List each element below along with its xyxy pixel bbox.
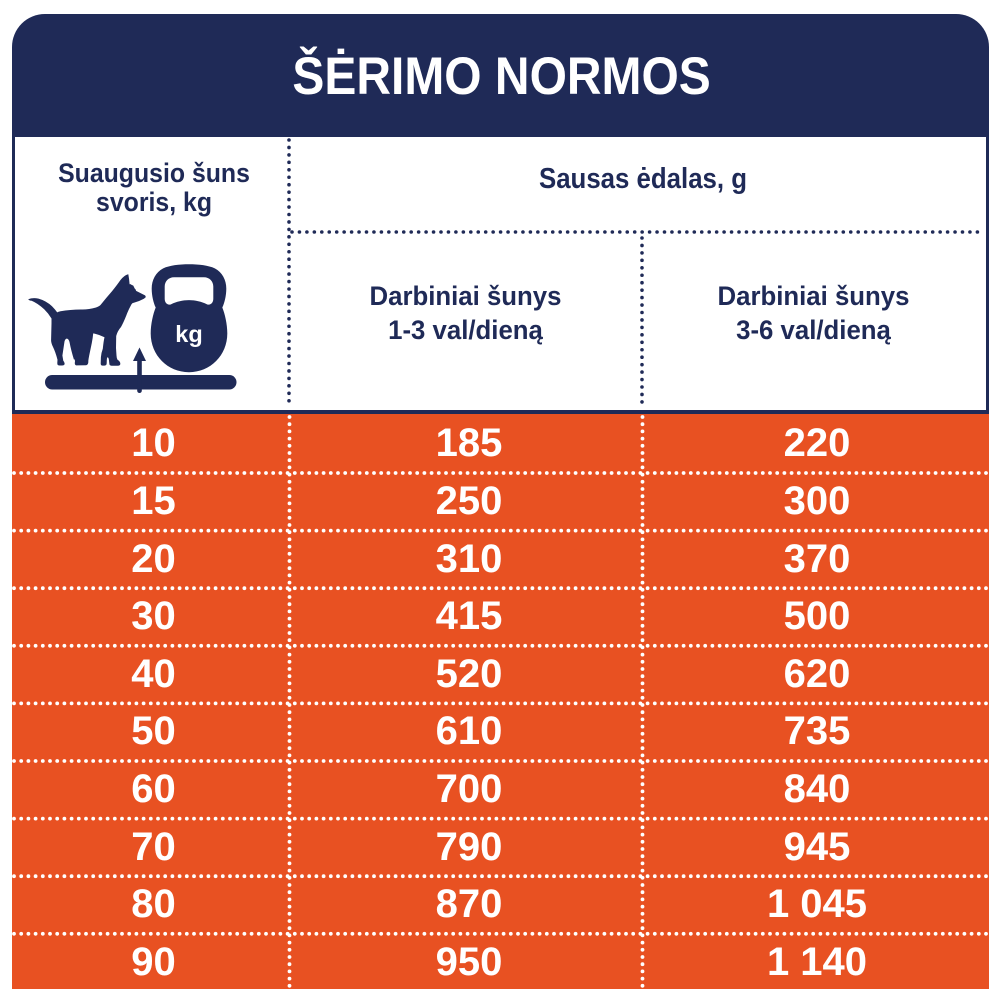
svg-text:kg: kg [175, 321, 202, 347]
